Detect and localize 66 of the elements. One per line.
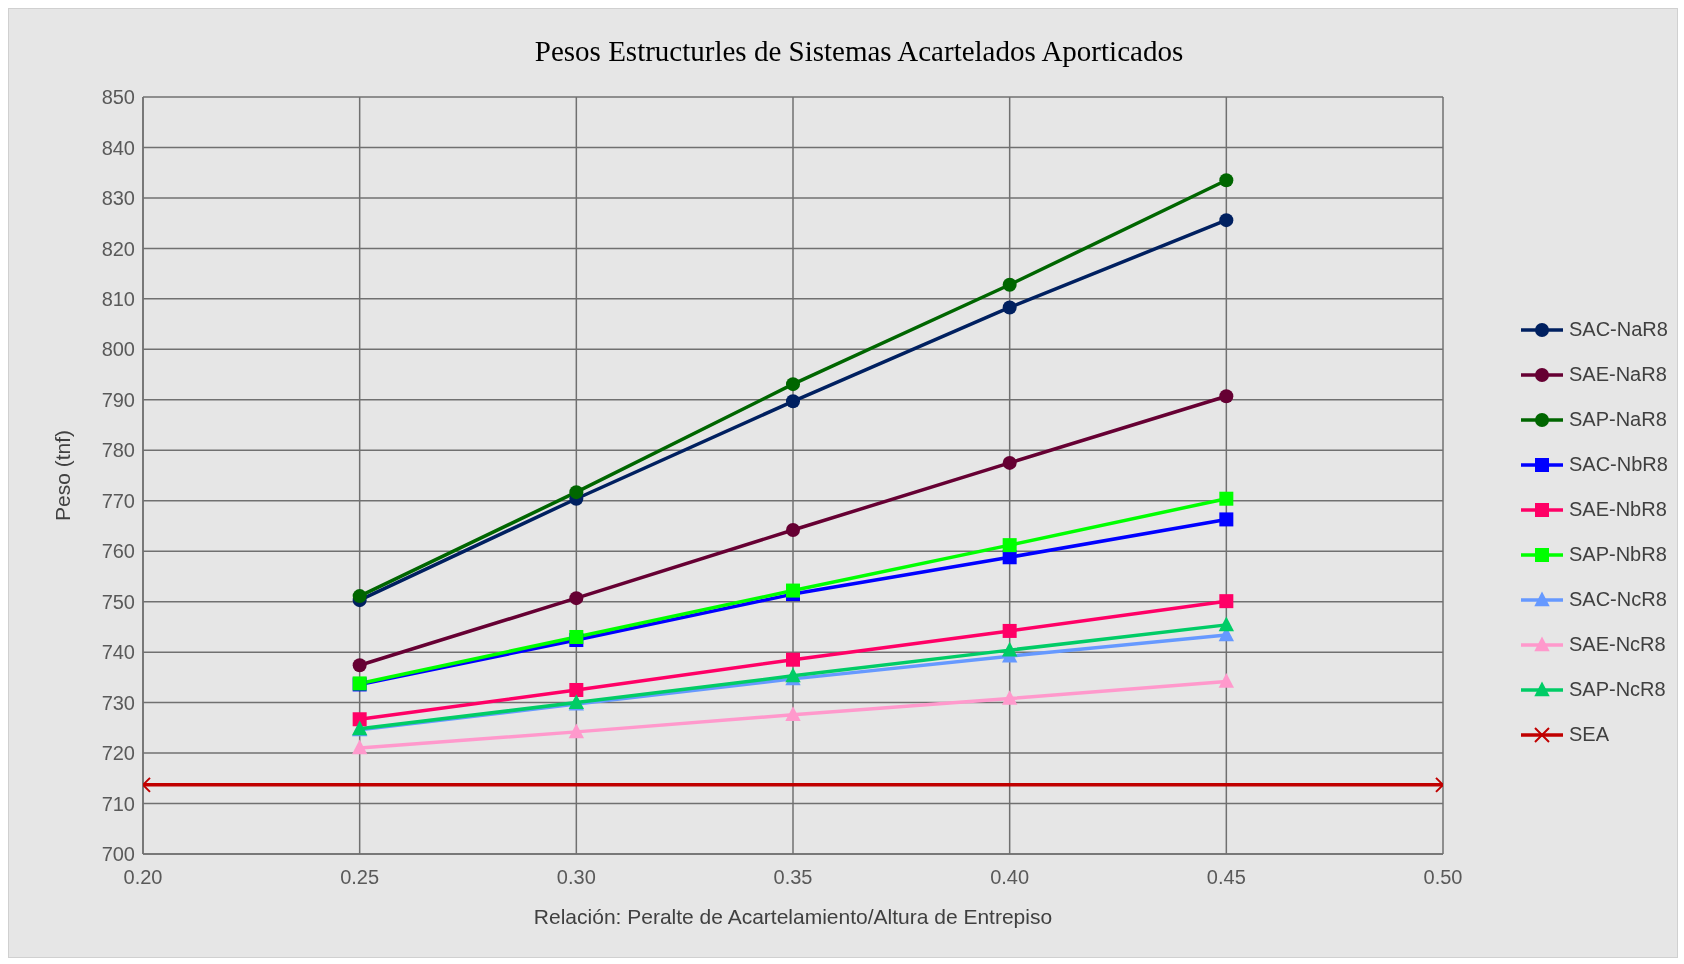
y-axis-title: Peso (tnf) (51, 429, 75, 522)
x-tick-label: 0.30 (556, 866, 596, 889)
point (786, 377, 800, 392)
point (1219, 594, 1234, 609)
point (1001, 690, 1018, 705)
legend-label: SAE-NaR8 (1569, 363, 1667, 386)
legend-label: SAC-NbR8 (1569, 453, 1668, 476)
legend-label: SAE-NbR8 (1569, 498, 1667, 521)
y-tick-label: 830 (101, 187, 135, 210)
point (1002, 623, 1017, 638)
point (786, 394, 800, 409)
y-tick-label: 740 (101, 641, 135, 664)
y-tick-label: 780 (101, 439, 135, 462)
point (569, 629, 584, 644)
x-tick-label: 0.45 (1206, 866, 1246, 889)
point (352, 712, 367, 727)
chart-title: Pesos Estructurles de Sistemas Acartelados Aporticados (533, 35, 1185, 68)
point (568, 723, 585, 739)
legend-label: SAP-NcR8 (1569, 678, 1666, 701)
point (1002, 300, 1017, 315)
x-axis-title: Relación: Peralte de Acartelamiento/Altura de Entrepiso (533, 905, 1053, 928)
point (1218, 616, 1235, 632)
x-tick-label: 0.35 (773, 866, 813, 889)
point (786, 583, 800, 598)
y-tick-label: 820 (101, 237, 135, 260)
y-tick-label: 720 (101, 742, 135, 765)
point (1219, 213, 1234, 228)
legend-label: SAP-NaR8 (1569, 408, 1667, 431)
point (569, 485, 584, 500)
y-tick-label: 840 (101, 136, 135, 159)
point (1219, 512, 1234, 527)
point (352, 589, 367, 604)
point (1002, 455, 1017, 470)
point (785, 706, 801, 722)
point (351, 739, 368, 755)
point (352, 658, 367, 673)
point (569, 591, 584, 606)
point (1002, 538, 1017, 553)
legend-label: SEA (1569, 723, 1610, 746)
y-tick-label: 770 (101, 489, 135, 512)
x-tick-label: 0.50 (1423, 866, 1463, 889)
point (1219, 389, 1234, 404)
y-tick-label: 850 (101, 86, 135, 109)
legend-label: SAC-NcR8 (1569, 588, 1667, 611)
y-tick-label: 710 (101, 792, 135, 815)
point (569, 682, 584, 697)
point (1001, 641, 1018, 657)
point (1219, 491, 1234, 506)
point (1219, 173, 1234, 188)
y-tick-label: 810 (101, 287, 135, 310)
point (1218, 673, 1235, 688)
point (786, 523, 800, 537)
point (1002, 277, 1017, 292)
y-tick-label: 750 (101, 590, 135, 613)
point (786, 652, 800, 667)
legend-label: SAP-NbR8 (1569, 543, 1667, 566)
legend-label: SAE-NcR8 (1569, 633, 1666, 656)
y-tick-label: 760 (101, 540, 135, 563)
x-tick-label: 0.20 (123, 866, 163, 889)
y-tick-label: 730 (101, 691, 135, 714)
y-tick-label: 790 (101, 388, 135, 411)
y-tick-label: 800 (101, 338, 135, 361)
x-tick-label: 0.40 (990, 866, 1030, 889)
y-tick-label: 700 (101, 843, 135, 866)
x-tick-label: 0.25 (340, 866, 380, 889)
legend-label: SAC-NaR8 (1569, 318, 1668, 341)
